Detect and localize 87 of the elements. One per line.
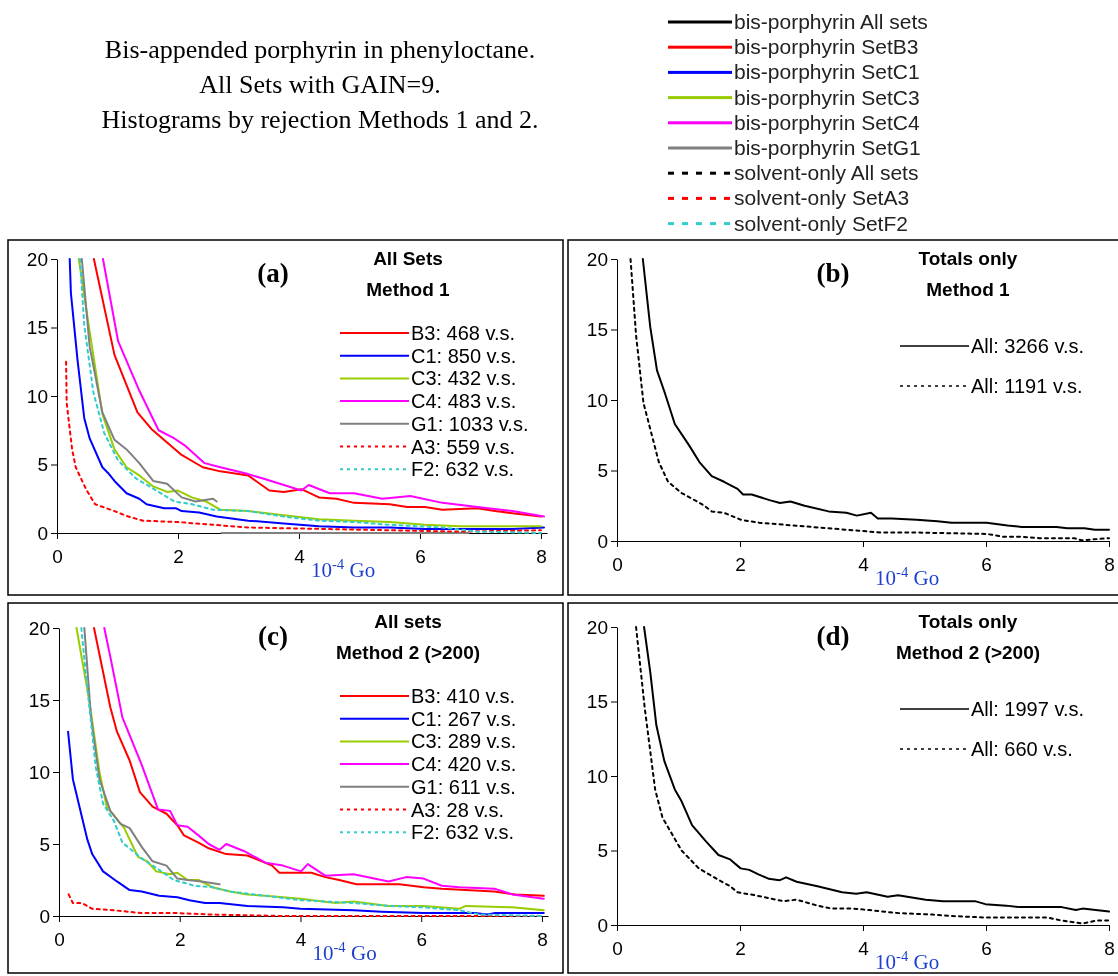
text: All Sets with GAIN=9. — [199, 70, 441, 99]
y-tick-label: 0 — [37, 522, 48, 544]
x-tick-label: 8 — [1104, 937, 1115, 959]
chart-title: (a) — [257, 258, 289, 288]
y-tick-label: 5 — [37, 454, 48, 476]
annotation: All Sets — [373, 248, 443, 269]
chart-title: (c) — [258, 621, 288, 651]
legend-label: A3: 28 v.s. — [411, 798, 505, 821]
x-axis-title: 10$^{-4}$ Go — [310, 556, 376, 582]
line-series — [67, 730, 545, 916]
y-tick-label: 5 — [597, 840, 608, 862]
legend-label: C4: 420 v.s. — [411, 753, 517, 776]
y-tick-label: 20 — [26, 248, 48, 270]
legend-label: G1: 611 v.s. — [411, 775, 516, 798]
legend-label: C1: 267 v.s. — [411, 707, 517, 730]
text: Bis-appended porphyrin in phenyloctane. — [104, 35, 536, 64]
legend-label: C1: 850 v.s. — [411, 344, 517, 367]
y-tick-label: 10 — [586, 765, 608, 787]
annotation: Method 1 — [366, 279, 451, 300]
x-tick-label: 2 — [735, 553, 746, 575]
legend-label: B3: 410 v.s. — [411, 685, 516, 707]
y-tick-label: 15 — [26, 317, 48, 339]
legend-label: solvent-only SetF2 — [734, 211, 908, 235]
legend-label: bis-porphyrin SetB3 — [734, 35, 919, 59]
x-tick-label: 0 — [54, 928, 65, 950]
x-tick-label: 6 — [416, 928, 428, 950]
chart-title: (d) — [816, 621, 850, 651]
x-tick-label: 0 — [612, 553, 623, 575]
x-axis-title: 10$^{-4}$ Go — [312, 939, 377, 965]
x-tick-label: 2 — [174, 928, 186, 950]
text: Histograms by rejection Methods 1 and 2. — [101, 105, 539, 134]
x-tick-label: 4 — [858, 937, 870, 959]
legend-label: C3: 289 v.s. — [411, 730, 517, 753]
y-tick-label: 20 — [586, 616, 608, 638]
annotation: Method 2 (>200) — [335, 642, 481, 663]
x-tick-label: 8 — [1104, 553, 1115, 575]
y-tick-label: 10 — [28, 761, 50, 783]
y-tick-label: 15 — [586, 691, 608, 713]
legend-label: All: 660 v.s. — [971, 738, 1073, 760]
y-tick-label: 5 — [39, 833, 50, 855]
y-tick-label: 20 — [586, 248, 608, 270]
legend-label: All: 3266 v.s. — [971, 335, 1085, 357]
legend-label: B3: 468 v.s. — [411, 322, 516, 344]
annotation: Method 1 — [926, 279, 1011, 300]
annotation: Totals only — [918, 248, 1018, 269]
x-tick-label: 6 — [981, 553, 992, 575]
x-tick-label: 6 — [415, 545, 426, 567]
y-tick-label: 0 — [597, 530, 608, 552]
x-axis-title: 10$^{-4}$ Go — [875, 948, 940, 974]
y-tick-label: 10 — [26, 385, 48, 407]
y-tick-label: 20 — [28, 617, 50, 639]
x-tick-label: 0 — [612, 937, 623, 959]
legend-label: bis-porphyrin SetC3 — [734, 85, 920, 109]
line-series — [83, 627, 221, 886]
x-tick-label: 4 — [294, 545, 306, 567]
legend-label: All: 1191 v.s. — [971, 375, 1083, 397]
chart-title: (b) — [816, 258, 850, 288]
x-tick-label: 4 — [295, 928, 307, 950]
legend-label: All: 1997 v.s. — [971, 698, 1085, 720]
x-tick-label: 2 — [735, 937, 746, 959]
x-tick-label: 8 — [536, 545, 547, 567]
x-tick-label: 8 — [537, 928, 548, 950]
legend-label: C3: 432 v.s. — [411, 367, 517, 390]
y-tick-label: 0 — [39, 905, 50, 927]
legend-label: G1: 1033 v.s. — [411, 412, 529, 435]
y-tick-label: 15 — [586, 319, 608, 341]
y-tick-label: 0 — [597, 914, 608, 936]
y-tick-label: 10 — [586, 389, 608, 411]
legend-label: F2: 632 v.s. — [411, 821, 515, 844]
legend-label: C4: 483 v.s. — [411, 390, 517, 413]
legend-label: F2: 632 v.s. — [411, 458, 515, 481]
x-axis-title: 10$^{-4}$ Go — [875, 564, 940, 590]
legend-label: bis-porphyrin All sets — [734, 10, 928, 33]
legend-label: A3: 559 v.s. — [411, 435, 516, 458]
legend-label: solvent-only SetA3 — [734, 186, 910, 210]
legend-label: bis-porphyrin SetC1 — [734, 60, 920, 84]
y-tick-label: 15 — [28, 689, 50, 711]
annotation: All sets — [374, 611, 442, 632]
y-tick-label: 5 — [597, 460, 608, 482]
annotation: Totals only — [918, 611, 1018, 632]
legend-label: bis-porphyrin SetC4 — [734, 110, 920, 134]
x-tick-label: 6 — [981, 937, 992, 959]
legend-label: bis-porphyrin SetG1 — [734, 136, 921, 159]
x-tick-label: 2 — [173, 545, 184, 567]
annotation: Method 2 (>200) — [895, 642, 1041, 663]
x-tick-label: 4 — [858, 553, 870, 575]
legend-label: solvent-only All sets — [734, 161, 919, 185]
